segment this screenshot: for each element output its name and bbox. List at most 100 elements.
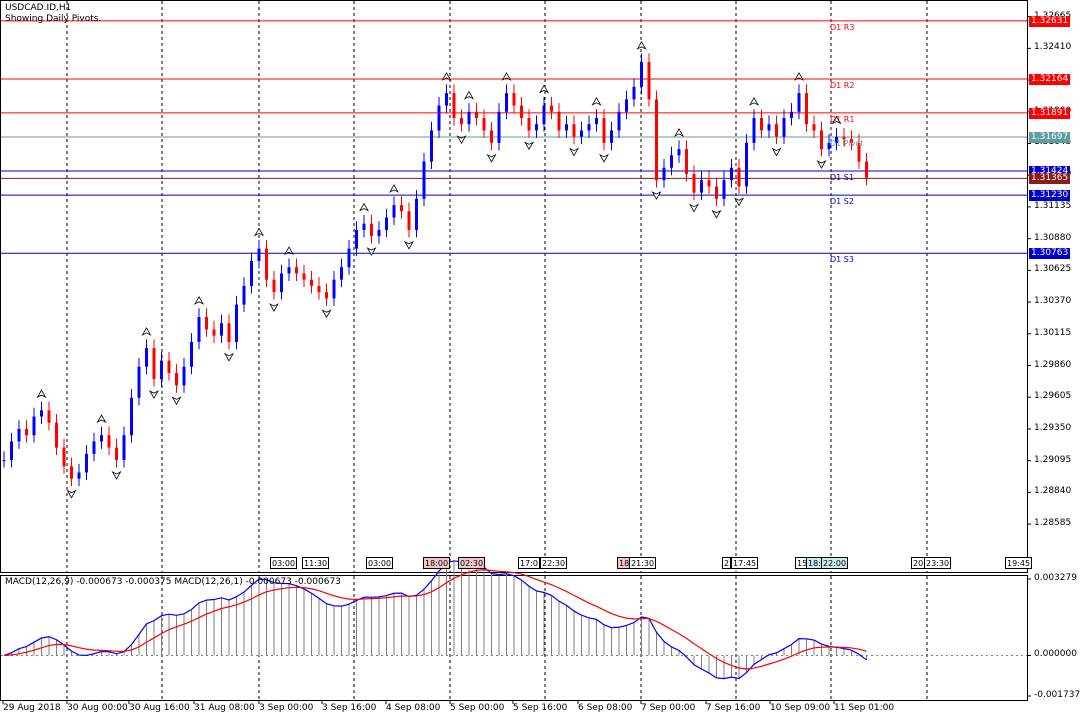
- candle-body: [625, 99, 628, 112]
- macd-lines: [3, 560, 867, 680]
- candle-body: [430, 130, 433, 162]
- price-tick-label: 1.28585: [1034, 518, 1072, 529]
- candle-body: [842, 136, 846, 140]
- pivot-label-text: D1 S3: [830, 255, 854, 265]
- fractal-down-arrow: [523, 141, 535, 151]
- fractal-up-arrow: [388, 184, 400, 193]
- candle-body: [310, 279, 313, 286]
- candle-body: [272, 279, 276, 293]
- candle-body: [197, 317, 201, 342]
- time-tick-label: 3 Sep 00:00: [259, 703, 314, 713]
- candle-body: [790, 111, 793, 118]
- time-marker-box: 11:30: [302, 557, 330, 569]
- time-tick-label: 5 Sep 00:00: [450, 703, 505, 713]
- fractal-down-arrow: [771, 147, 782, 157]
- fractal-up-arrow: [358, 202, 370, 212]
- fractal-up-arrow: [96, 414, 107, 423]
- time-marker-box: 21:30: [629, 557, 657, 569]
- candle-body: [760, 117, 763, 131]
- time-tick-label: 3 Sep 16:00: [322, 703, 377, 713]
- candle-body: [295, 267, 298, 274]
- candle-body: [460, 117, 463, 125]
- fractal-up-arrow: [591, 97, 602, 106]
- candle-body: [227, 323, 231, 342]
- candle-body: [640, 62, 643, 87]
- candle-body: [347, 248, 351, 268]
- candle-body: [490, 130, 493, 143]
- candle-body: [662, 167, 666, 181]
- fractal-up-arrow: [36, 389, 47, 399]
- pivot-label-text: D1 S1: [830, 172, 854, 182]
- candle-body: [752, 117, 756, 143]
- pivot-lines: [1, 20, 1027, 254]
- candle-body: [655, 99, 658, 181]
- candle-body: [47, 410, 51, 423]
- time-marker-box: 17:0: [518, 557, 540, 569]
- candle-body: [617, 111, 621, 131]
- candle-body: [2, 460, 6, 462]
- macd-signal-line: [3, 569, 867, 670]
- candle-body: [857, 142, 861, 162]
- candle-body: [557, 111, 561, 131]
- fractal-up-arrow: [441, 72, 452, 81]
- candle-body: [850, 139, 853, 143]
- time-marker-box: 20: [911, 557, 926, 569]
- candle-body: [767, 124, 771, 131]
- time-tick-label: 6 Sep 08:00: [578, 703, 633, 713]
- candle-body: [242, 285, 246, 305]
- candle-body: [812, 124, 816, 131]
- candle-body: [475, 111, 478, 118]
- candle-body: [535, 124, 538, 131]
- candle-body: [565, 124, 568, 131]
- candle-body: [182, 366, 186, 386]
- candle-body: [827, 142, 831, 150]
- fractal-up-arrow: [253, 227, 265, 237]
- candle-body: [85, 453, 88, 473]
- candle-body: [677, 149, 681, 156]
- macd-value-1: -0.000673: [76, 577, 123, 587]
- candle-body: [572, 124, 576, 137]
- candle-body: [152, 348, 156, 380]
- time-tick-label: 7 Sep 16:00: [706, 703, 761, 713]
- time-tick-label: 4 Sep 08:00: [386, 703, 441, 713]
- candle-body: [107, 435, 111, 448]
- candle-body: [550, 105, 553, 112]
- fractal-up-arrow: [463, 90, 475, 100]
- fractal-arrows: [36, 41, 842, 499]
- candle-body: [497, 111, 501, 143]
- candle-body: [782, 117, 786, 137]
- fractal-down-arrow: [486, 153, 497, 163]
- candle-body: [400, 205, 403, 212]
- fractal-up-arrow: [793, 72, 805, 81]
- candle-body: [62, 447, 66, 467]
- candle-body: [820, 130, 823, 150]
- pivot-price-tag: 1.31697: [1029, 132, 1070, 144]
- candle-body: [92, 441, 96, 454]
- time-tick-label: 30 Aug 00:00: [67, 703, 128, 713]
- candle-body: [340, 267, 343, 280]
- macd-value-4: -0.000673: [294, 577, 341, 587]
- candle-body: [40, 410, 43, 417]
- candle-body: [70, 466, 73, 479]
- price-tick-label: 1.29095: [1034, 454, 1072, 465]
- candle-body: [317, 285, 321, 293]
- candle-body: [137, 366, 141, 398]
- candle-body: [250, 261, 253, 286]
- price-tick-label: 1.31135: [1034, 200, 1072, 211]
- time-marker-box: 17:45: [731, 557, 759, 569]
- candle-body: [685, 149, 688, 174]
- fractal-up-arrow: [538, 84, 550, 94]
- candle-body: [205, 317, 208, 330]
- candle-body: [580, 130, 583, 137]
- candle-body: [332, 279, 336, 299]
- candle-body: [482, 117, 486, 131]
- macd-prefix-2: MACD(12,26,1): [174, 577, 243, 587]
- chart-symbol-title: USDCAD.ID,H1: [5, 3, 72, 13]
- candle-body: [145, 348, 148, 367]
- fractal-up-arrow: [193, 296, 205, 305]
- candle-body: [220, 323, 223, 336]
- candle-body: [265, 248, 268, 280]
- pivot-price-tag: 1.31891: [1029, 107, 1070, 119]
- candle-body: [257, 248, 261, 262]
